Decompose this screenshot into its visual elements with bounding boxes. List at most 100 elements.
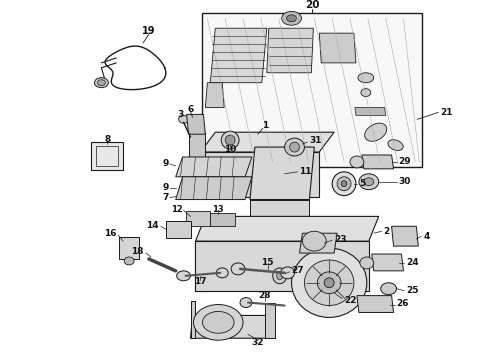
Text: 6: 6: [187, 105, 194, 114]
Text: 3: 3: [177, 110, 184, 119]
Ellipse shape: [341, 181, 347, 187]
Ellipse shape: [281, 267, 294, 279]
Ellipse shape: [194, 305, 243, 340]
Ellipse shape: [318, 272, 341, 294]
Text: 30: 30: [398, 177, 411, 186]
Polygon shape: [186, 211, 210, 226]
Ellipse shape: [350, 156, 364, 168]
Ellipse shape: [381, 283, 396, 294]
Text: 9: 9: [162, 159, 169, 168]
Polygon shape: [210, 213, 235, 226]
Text: 28: 28: [259, 291, 271, 300]
Text: 25: 25: [406, 286, 419, 295]
Polygon shape: [191, 301, 196, 338]
Polygon shape: [191, 315, 272, 338]
Ellipse shape: [221, 131, 239, 149]
Text: 9: 9: [162, 183, 169, 192]
Text: 20: 20: [305, 0, 319, 10]
Text: 1: 1: [262, 121, 268, 130]
Polygon shape: [200, 152, 215, 197]
Polygon shape: [200, 132, 334, 152]
Text: 19: 19: [142, 26, 156, 36]
Polygon shape: [210, 28, 267, 83]
Ellipse shape: [225, 135, 235, 145]
Ellipse shape: [292, 248, 367, 318]
Text: 23: 23: [334, 235, 346, 244]
Text: 4: 4: [423, 232, 430, 241]
Text: 29: 29: [398, 157, 411, 166]
Text: 22: 22: [344, 296, 357, 305]
Ellipse shape: [177, 271, 191, 281]
Ellipse shape: [287, 15, 296, 22]
Ellipse shape: [324, 278, 334, 288]
Bar: [202, 13, 422, 167]
Text: 8: 8: [104, 135, 110, 144]
Polygon shape: [196, 241, 205, 291]
Polygon shape: [392, 226, 418, 246]
Ellipse shape: [124, 257, 134, 265]
Polygon shape: [267, 28, 313, 73]
Text: 11: 11: [299, 167, 312, 176]
Ellipse shape: [216, 268, 228, 278]
Polygon shape: [355, 107, 386, 115]
Text: 13: 13: [213, 205, 224, 214]
Ellipse shape: [95, 78, 108, 87]
Text: 14: 14: [146, 221, 159, 230]
Text: 17: 17: [194, 277, 207, 286]
Bar: [119, 237, 139, 259]
Ellipse shape: [304, 260, 354, 306]
Ellipse shape: [282, 12, 301, 25]
Ellipse shape: [202, 311, 234, 333]
Bar: [97, 146, 118, 166]
Text: 2: 2: [384, 227, 390, 236]
Text: 5: 5: [359, 179, 365, 188]
Text: 27: 27: [292, 266, 304, 275]
Polygon shape: [196, 241, 369, 291]
Polygon shape: [372, 254, 403, 271]
Text: 7: 7: [162, 193, 169, 202]
Polygon shape: [166, 221, 191, 238]
Polygon shape: [357, 296, 393, 312]
Text: 31: 31: [309, 136, 322, 145]
Polygon shape: [250, 199, 309, 226]
Polygon shape: [265, 302, 275, 338]
Ellipse shape: [360, 257, 374, 269]
Ellipse shape: [364, 178, 374, 186]
Ellipse shape: [302, 231, 326, 251]
Polygon shape: [176, 157, 252, 177]
Text: 26: 26: [396, 299, 409, 308]
Ellipse shape: [365, 123, 387, 141]
Text: 15: 15: [262, 258, 274, 267]
Bar: [92, 142, 123, 170]
Polygon shape: [205, 83, 224, 107]
Polygon shape: [176, 177, 252, 199]
Ellipse shape: [285, 138, 304, 156]
Ellipse shape: [240, 298, 252, 307]
Polygon shape: [200, 152, 319, 197]
Polygon shape: [189, 132, 205, 167]
Ellipse shape: [290, 142, 299, 152]
Text: 24: 24: [406, 258, 419, 267]
Ellipse shape: [358, 73, 374, 83]
Polygon shape: [250, 199, 255, 226]
Ellipse shape: [359, 174, 379, 190]
Polygon shape: [196, 216, 379, 241]
Polygon shape: [319, 33, 356, 63]
Ellipse shape: [98, 80, 105, 86]
Ellipse shape: [179, 115, 189, 123]
Text: 32: 32: [252, 338, 264, 347]
Ellipse shape: [332, 172, 356, 195]
Ellipse shape: [361, 89, 371, 96]
Text: 10: 10: [224, 145, 236, 154]
Polygon shape: [362, 155, 393, 169]
Ellipse shape: [231, 263, 245, 275]
Text: 12: 12: [171, 205, 183, 214]
Ellipse shape: [273, 268, 287, 284]
Polygon shape: [187, 114, 205, 134]
Text: 16: 16: [104, 229, 116, 238]
Polygon shape: [250, 147, 314, 199]
Ellipse shape: [277, 272, 283, 280]
Text: 18: 18: [131, 247, 144, 256]
Ellipse shape: [388, 140, 403, 150]
Polygon shape: [299, 233, 337, 253]
